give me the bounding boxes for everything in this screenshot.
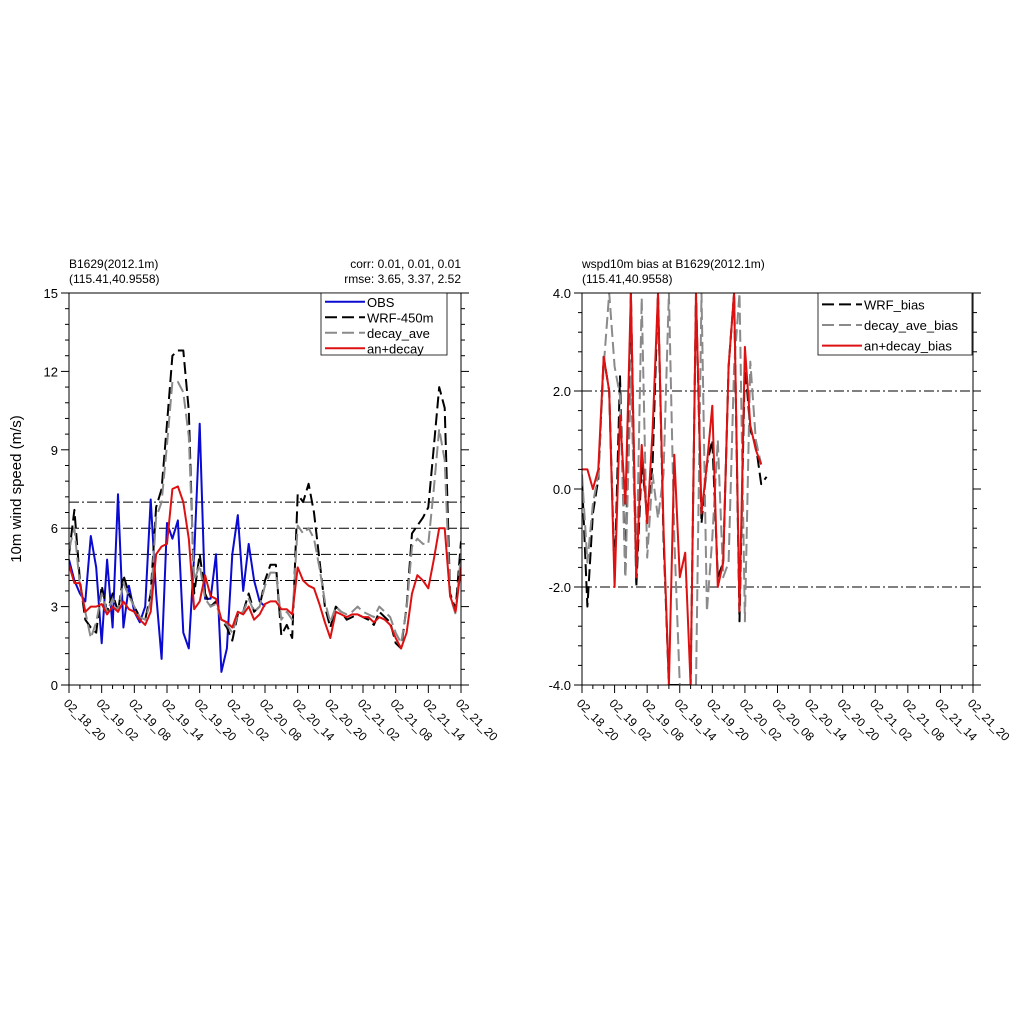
bias-panel: wspd10m bias at B1629(2012.1m) (115.41,4… <box>549 257 1013 744</box>
x-tick-labels: 02_18_2002_19_0202_19_0802_19_1402_19_20… <box>61 696 501 744</box>
y-tick-label: 2.0 <box>553 384 571 399</box>
series-line-an-decay <box>69 485 461 650</box>
y-tick-label: 0.0 <box>553 482 571 497</box>
y-tick-label: 3 <box>51 600 58 615</box>
y-tick-label: -4.0 <box>549 678 571 693</box>
legend-label: WRF-450m <box>367 310 433 325</box>
wind-speed-panel: B1629(2012.1m) (115.41,40.9558) corr: 0.… <box>8 257 501 744</box>
y-tick-label: -2.0 <box>549 580 571 595</box>
y-axis-label: 10m wind speed (m/s) <box>8 415 25 563</box>
legend: WRF_bias decay_ave_bias an+decay_bias <box>817 292 973 356</box>
series-line-obs <box>69 422 266 673</box>
panel-title-left-line1: B1629(2012.1m) <box>69 257 158 271</box>
legend-label: decay_ave <box>367 326 430 341</box>
corr-text: corr: 0.01, 0.01, 0.01 <box>350 257 461 271</box>
y-tick-label: 6 <box>51 521 58 536</box>
series-layer <box>69 349 461 673</box>
y-tick-label: 15 <box>44 286 58 301</box>
y-tick-label: 0 <box>51 678 58 693</box>
legend-label: OBS <box>367 295 395 310</box>
panel-title-left-line2: (115.41,40.9558) <box>69 272 160 286</box>
y-tick-label: 12 <box>44 364 58 379</box>
legend-label: an+decay <box>367 341 424 356</box>
series-layer <box>582 293 768 685</box>
panel-title-left-line2: (115.41,40.9558) <box>582 272 673 286</box>
ticks <box>61 292 469 693</box>
y-tick-label: 9 <box>51 443 58 458</box>
y-tick-labels: 0 3 6 9 12 15 <box>44 286 58 693</box>
series-line-decay-ave <box>69 380 461 645</box>
legend-label: decay_ave_bias <box>864 318 958 333</box>
y-tick-label: 4.0 <box>553 286 571 301</box>
panel-title-left-line1: wspd10m bias at B1629(2012.1m) <box>581 257 765 271</box>
series-line-wrf-450m <box>69 349 461 650</box>
series-line-decay-ave-bias <box>582 293 763 685</box>
series-line-an-decay-bias <box>582 293 763 685</box>
x-tick-labels: 02_18_2002_19_0202_19_0802_19_1402_19_20… <box>574 696 1013 744</box>
rmse-text: rmse: 3.65, 3.37, 2.52 <box>344 272 461 286</box>
legend-box <box>320 292 448 356</box>
legend-label: WRF_bias <box>864 297 925 312</box>
legend-label: an+decay_bias <box>864 339 952 354</box>
y-tick-labels: -4.0 -2.0 0.0 2.0 4.0 <box>549 286 571 693</box>
ticks <box>574 292 981 693</box>
reference-lines <box>582 390 973 588</box>
reference-lines <box>69 501 461 581</box>
